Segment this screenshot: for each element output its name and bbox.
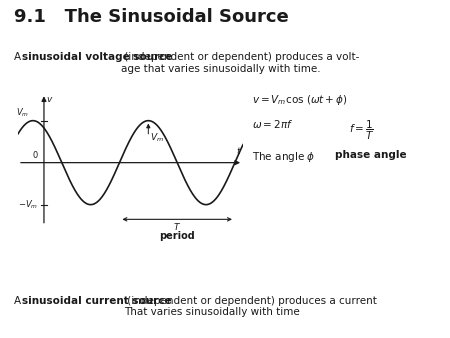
Text: (independent or dependent) produces a current
That varies sinusoidally with time: (independent or dependent) produces a cu…: [124, 296, 377, 317]
Text: sinusoidal voltage source: sinusoidal voltage source: [22, 52, 172, 63]
Text: period: period: [159, 231, 195, 241]
Text: 0: 0: [32, 151, 38, 160]
Text: $v = V_m\cos\,(\omega t + \phi)$: $v = V_m\cos\,(\omega t + \phi)$: [252, 93, 348, 107]
Text: $f = \dfrac{1}{T}$: $f = \dfrac{1}{T}$: [349, 118, 374, 142]
Text: $-V_m$: $-V_m$: [18, 198, 38, 211]
Text: A: A: [14, 296, 24, 306]
Text: $V_m$: $V_m$: [16, 106, 29, 119]
Text: $T$: $T$: [173, 221, 181, 232]
Text: $V_m$: $V_m$: [150, 131, 164, 144]
Text: phase angle: phase angle: [335, 150, 407, 161]
Text: The angle $\phi$: The angle $\phi$: [252, 150, 315, 164]
Text: 9.1   The Sinusoidal Source: 9.1 The Sinusoidal Source: [14, 8, 288, 26]
Text: sinusoidal current source: sinusoidal current source: [22, 296, 171, 306]
Text: (independent or dependent) produces a volt-
age that varies sinusoidally with ti: (independent or dependent) produces a vo…: [121, 52, 359, 74]
Text: $\omega = 2\pi f$: $\omega = 2\pi f$: [252, 118, 293, 130]
Text: t: t: [237, 147, 240, 156]
Text: v: v: [46, 95, 52, 104]
Text: A: A: [14, 52, 24, 63]
